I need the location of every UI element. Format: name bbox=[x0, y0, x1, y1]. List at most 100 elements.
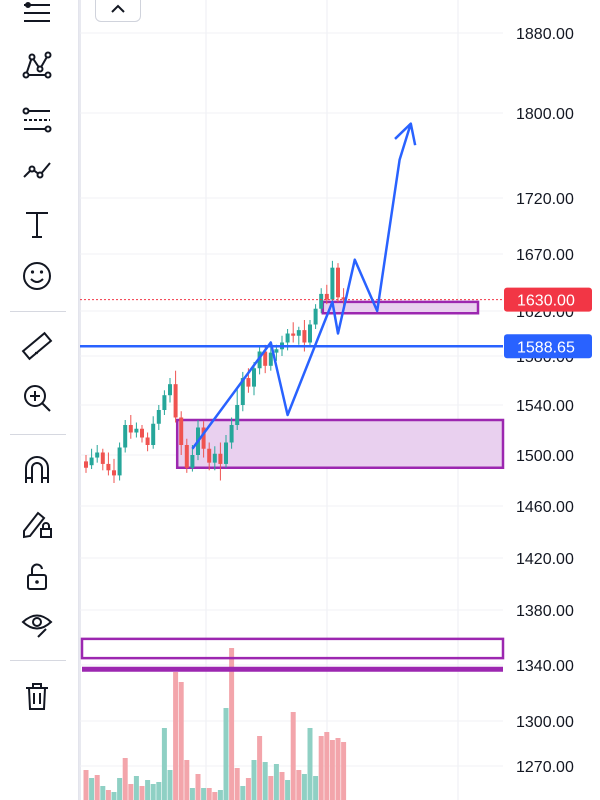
text-tool-icon[interactable] bbox=[14, 204, 60, 244]
candle-body bbox=[190, 455, 195, 468]
candle-body bbox=[229, 425, 234, 443]
volume-bar bbox=[273, 764, 279, 800]
volume-bar bbox=[245, 778, 251, 800]
volume-bar bbox=[117, 778, 123, 800]
price-axis-label: 1880.00 bbox=[516, 26, 574, 43]
candle-body bbox=[212, 453, 217, 463]
lock-drawing-icon[interactable] bbox=[14, 504, 60, 544]
candle-body bbox=[263, 351, 268, 366]
candle-body bbox=[324, 293, 329, 300]
volume-bar bbox=[223, 708, 229, 800]
unlock-icon[interactable] bbox=[14, 556, 60, 596]
volume-bar bbox=[133, 776, 139, 800]
candle-body bbox=[95, 452, 100, 458]
candle-body bbox=[252, 368, 256, 387]
volume-bar bbox=[313, 776, 319, 800]
volume-bar bbox=[296, 770, 302, 800]
candle-body bbox=[151, 423, 156, 445]
volume-bar bbox=[100, 786, 106, 800]
demand-zone-2 bbox=[80, 637, 505, 660]
fib-levels-icon[interactable] bbox=[14, 100, 60, 140]
volume-bar bbox=[83, 770, 89, 800]
volume-bar bbox=[335, 738, 341, 800]
trash-icon[interactable] bbox=[14, 676, 60, 716]
price-axis-label: 1460.00 bbox=[516, 499, 574, 516]
price-axis-label: 1300.00 bbox=[516, 714, 574, 731]
candle-body bbox=[145, 437, 150, 445]
price-axis-label: 1540.00 bbox=[516, 398, 574, 415]
volume-bar bbox=[178, 682, 184, 800]
price-axis-label: 1800.00 bbox=[516, 106, 574, 123]
price-axis-label: 1500.00 bbox=[516, 448, 574, 465]
candle-body bbox=[207, 448, 212, 463]
candle-body bbox=[268, 352, 273, 366]
chevron-up-icon bbox=[111, 4, 125, 13]
pattern-icon[interactable] bbox=[14, 46, 60, 86]
current-price-tag bbox=[504, 287, 592, 312]
toolbar-divider bbox=[10, 660, 66, 661]
volume-bar bbox=[128, 784, 134, 800]
candle-body bbox=[291, 333, 296, 336]
projection-path bbox=[191, 123, 412, 450]
candle-body bbox=[246, 378, 251, 387]
volume-bar bbox=[139, 786, 145, 800]
volume-bar bbox=[184, 760, 190, 800]
price-axis-label: 1420.00 bbox=[516, 551, 574, 568]
candle-body bbox=[319, 293, 324, 309]
volume-bar bbox=[257, 736, 263, 800]
volume-bar bbox=[217, 790, 223, 800]
volume-bar bbox=[195, 774, 201, 800]
volume-bar bbox=[89, 778, 95, 800]
candle-body bbox=[173, 384, 178, 418]
volume-bar bbox=[307, 728, 313, 800]
collapse-button[interactable] bbox=[95, 0, 141, 22]
candle-body bbox=[235, 405, 240, 425]
menu-lines-icon[interactable] bbox=[14, 0, 60, 34]
volume-bar bbox=[122, 758, 128, 800]
candle-body bbox=[184, 445, 189, 468]
zoom-in-icon[interactable] bbox=[14, 378, 60, 418]
emoji-icon[interactable] bbox=[14, 256, 60, 296]
volume-bar bbox=[145, 780, 151, 800]
volume-bar bbox=[318, 736, 324, 800]
volume-bar bbox=[324, 732, 330, 800]
price-axis-label: 1380.00 bbox=[516, 603, 574, 620]
price-axis-label: 1670.00 bbox=[516, 247, 574, 264]
eye-icon[interactable] bbox=[14, 604, 60, 644]
volume-bar bbox=[341, 742, 347, 800]
volume-bar bbox=[189, 788, 195, 800]
candle-body bbox=[296, 330, 301, 336]
volume-bar bbox=[206, 788, 212, 800]
candle-body bbox=[308, 324, 312, 343]
price-axis-label: 1270.00 bbox=[516, 759, 574, 776]
candle-body bbox=[84, 461, 88, 468]
arrow-head bbox=[394, 122, 417, 146]
trend-line-icon[interactable] bbox=[14, 150, 60, 190]
volume-bar bbox=[201, 788, 207, 800]
volume-bar bbox=[156, 782, 162, 800]
toolbar-divider bbox=[10, 434, 66, 435]
volume-bar bbox=[279, 772, 285, 800]
candle-body bbox=[156, 410, 161, 424]
candle-body bbox=[313, 308, 318, 325]
volume-bar bbox=[290, 712, 296, 800]
ruler-icon[interactable] bbox=[14, 326, 60, 366]
volume-bar bbox=[285, 780, 291, 800]
candle-body bbox=[140, 428, 144, 438]
volume-bar bbox=[329, 740, 335, 800]
candle-body bbox=[123, 425, 128, 448]
candle-body bbox=[341, 297, 346, 300]
candle-body bbox=[257, 351, 262, 369]
volume-bar bbox=[105, 790, 111, 800]
magnet-icon[interactable] bbox=[14, 450, 60, 490]
volume-bar bbox=[167, 770, 173, 800]
candle-body bbox=[162, 395, 167, 410]
candle-body bbox=[330, 267, 335, 300]
candle-body bbox=[302, 330, 307, 343]
volume-bar bbox=[262, 762, 268, 800]
volume-bar bbox=[234, 768, 240, 800]
volume-bar bbox=[94, 775, 100, 800]
volume-bar bbox=[161, 728, 167, 800]
candle-body bbox=[117, 447, 122, 476]
